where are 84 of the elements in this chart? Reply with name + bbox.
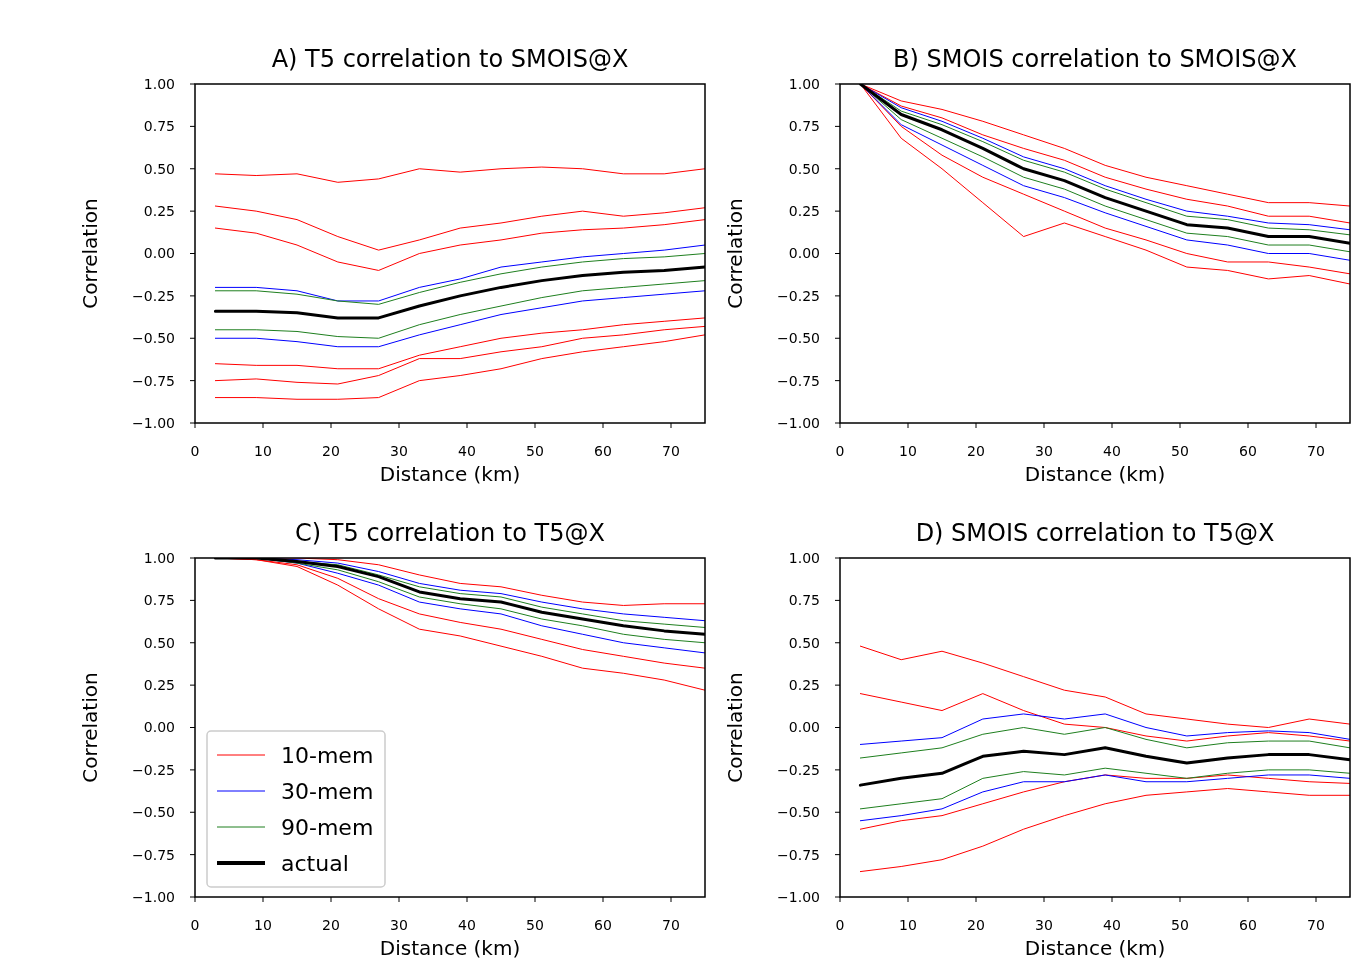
chart-title: D) SMOIS correlation to T5@X (915, 519, 1275, 547)
y-tick-label: −1.00 (132, 414, 175, 431)
y-tick-label: 0.25 (143, 677, 175, 694)
x-tick-label: 30 (390, 917, 408, 933)
x-tick-label: 60 (594, 443, 612, 459)
x-tick-label: 0 (835, 917, 845, 933)
y-tick-label: −0.75 (777, 372, 820, 389)
x-tick-label: 70 (1307, 917, 1325, 933)
x-tick-label: 70 (662, 443, 680, 459)
x-tick-label: 20 (967, 443, 985, 459)
legend-label: 90-mem (281, 814, 374, 840)
y-tick-label: 0.00 (788, 719, 820, 736)
y-tick-label: −0.50 (132, 804, 175, 821)
y-tick-label: 0.25 (788, 203, 820, 220)
x-tick-label: 0 (835, 443, 845, 459)
y-tick-label: −0.75 (132, 372, 175, 389)
chart-title: B) SMOIS correlation to SMOIS@X (893, 45, 1297, 73)
y-tick-label: −1.00 (132, 888, 175, 905)
y-tick-label: 1.00 (143, 549, 175, 566)
y-tick-label: −0.25 (777, 761, 820, 778)
x-tick-label: 50 (1171, 443, 1189, 459)
y-tick-label: 1.00 (788, 75, 820, 92)
x-axis-title: Distance (km) (379, 462, 521, 486)
y-axis-title: Correlation (78, 198, 102, 309)
y-tick-label: 1.00 (143, 75, 175, 92)
y-axis-title: Correlation (723, 672, 747, 783)
x-tick-label: 10 (899, 917, 917, 933)
y-tick-label: 0.75 (143, 118, 175, 135)
x-tick-label: 30 (390, 443, 408, 459)
y-tick-label: 0.00 (143, 719, 175, 736)
y-tick-label: 0.50 (143, 160, 175, 177)
y-tick-label: −1.00 (777, 888, 820, 905)
y-tick-label: −0.25 (132, 761, 175, 778)
y-tick-label: 0.75 (788, 118, 820, 135)
y-tick-label: −0.50 (777, 804, 820, 821)
y-tick-label: −0.75 (132, 846, 175, 863)
x-tick-label: 50 (526, 917, 544, 933)
chart-title: C) T5 correlation to T5@X (295, 519, 605, 547)
y-tick-label: 0.25 (143, 203, 175, 220)
y-tick-label: 1.00 (788, 549, 820, 566)
x-tick-label: 20 (322, 917, 340, 933)
x-axis-title: Distance (km) (1024, 936, 1166, 960)
y-tick-label: 0.25 (788, 677, 820, 694)
x-tick-label: 40 (1103, 443, 1121, 459)
x-tick-label: 20 (967, 917, 985, 933)
y-tick-label: −0.75 (777, 846, 820, 863)
y-tick-label: −0.25 (777, 287, 820, 304)
x-tick-label: 60 (1239, 443, 1257, 459)
y-tick-label: 0.50 (788, 160, 820, 177)
y-tick-label: 0.75 (788, 592, 820, 609)
y-tick-label: 0.75 (143, 592, 175, 609)
x-tick-label: 50 (1171, 917, 1189, 933)
x-tick-label: 20 (322, 443, 340, 459)
x-tick-label: 30 (1035, 917, 1053, 933)
x-tick-label: 50 (526, 443, 544, 459)
y-tick-label: 0.00 (788, 245, 820, 262)
y-axis-title: Correlation (723, 198, 747, 309)
y-axis-title: Correlation (78, 672, 102, 783)
x-axis-title: Distance (km) (1024, 462, 1166, 486)
x-tick-label: 0 (190, 917, 200, 933)
y-tick-label: 0.50 (788, 634, 820, 651)
y-tick-label: −0.50 (777, 330, 820, 347)
x-tick-label: 0 (190, 443, 200, 459)
legend-label: actual (281, 850, 349, 876)
x-tick-label: 40 (458, 443, 476, 459)
x-tick-label: 70 (1307, 443, 1325, 459)
legend-label: 10-mem (281, 742, 374, 768)
y-tick-label: 0.00 (143, 245, 175, 262)
x-tick-label: 10 (899, 443, 917, 459)
y-tick-label: 0.50 (143, 634, 175, 651)
x-tick-label: 10 (254, 917, 272, 933)
x-tick-label: 30 (1035, 443, 1053, 459)
chart-title: A) T5 correlation to SMOIS@X (271, 45, 629, 73)
y-tick-label: −0.50 (132, 330, 175, 347)
legend-label: 30-mem (281, 778, 374, 804)
x-tick-label: 70 (662, 917, 680, 933)
x-tick-label: 60 (594, 917, 612, 933)
x-tick-label: 10 (254, 443, 272, 459)
x-tick-label: 40 (1103, 917, 1121, 933)
x-tick-label: 40 (458, 917, 476, 933)
y-tick-label: −1.00 (777, 414, 820, 431)
x-axis-title: Distance (km) (379, 936, 521, 960)
x-tick-label: 60 (1239, 917, 1257, 933)
y-tick-label: −0.25 (132, 287, 175, 304)
